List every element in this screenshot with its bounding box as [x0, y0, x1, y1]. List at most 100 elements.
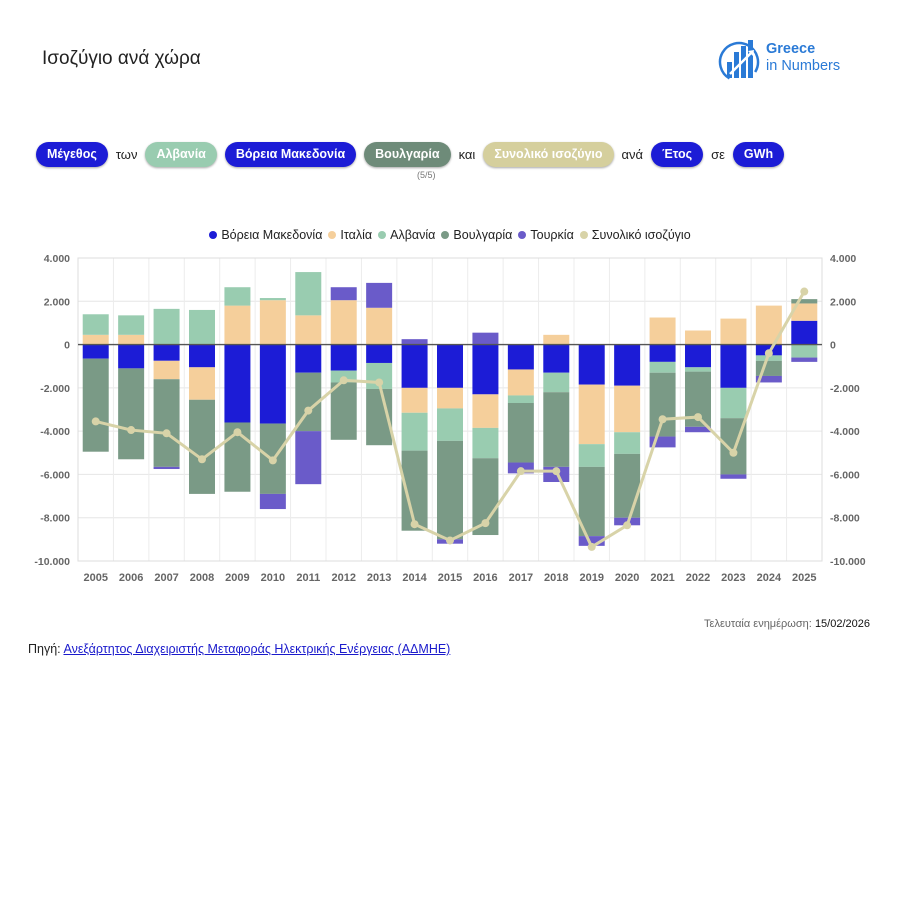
total-balance-point[interactable]: [304, 406, 313, 415]
bar-segment[interactable]: [649, 344, 676, 362]
bar-segment[interactable]: [649, 361, 676, 373]
bar-segment[interactable]: [259, 493, 286, 510]
total-balance-point[interactable]: [481, 519, 490, 528]
total-balance-point[interactable]: [552, 467, 561, 476]
bar-segment[interactable]: [82, 334, 109, 345]
bar-segment[interactable]: [507, 403, 534, 463]
bar-segment[interactable]: [118, 368, 145, 460]
bar-segment[interactable]: [437, 440, 463, 540]
bar-segment[interactable]: [189, 309, 215, 345]
bar-segment[interactable]: [437, 387, 463, 409]
bar-segment[interactable]: [330, 287, 357, 301]
bar-segment[interactable]: [153, 379, 180, 467]
bar-segment[interactable]: [472, 332, 499, 345]
bar-segment[interactable]: [578, 384, 605, 445]
bar-segment[interactable]: [685, 367, 711, 372]
total-balance-point[interactable]: [800, 287, 809, 296]
bar-segment[interactable]: [259, 298, 286, 301]
bar-segment[interactable]: [189, 367, 215, 400]
bar-segment[interactable]: [685, 426, 711, 433]
bar-segment[interactable]: [507, 344, 534, 370]
bar-segment[interactable]: [401, 339, 428, 345]
bar-segment[interactable]: [437, 344, 463, 388]
bar-segment[interactable]: [578, 444, 605, 467]
bar-segment[interactable]: [543, 372, 570, 393]
bar-segment[interactable]: [507, 395, 534, 404]
legend-item[interactable]: Συνολικό ισοζύγιο: [579, 228, 691, 242]
bar-segment[interactable]: [366, 344, 393, 363]
bar-segment[interactable]: [472, 394, 499, 428]
bar-segment[interactable]: [118, 334, 145, 345]
bar-segment[interactable]: [259, 300, 286, 345]
total-balance-point[interactable]: [516, 467, 525, 476]
bar-segment[interactable]: [153, 308, 180, 345]
bar-segment[interactable]: [720, 344, 747, 388]
bar-segment[interactable]: [401, 387, 428, 413]
bar-segment[interactable]: [720, 318, 747, 345]
total-balance-point[interactable]: [587, 542, 596, 551]
bar-segment[interactable]: [543, 344, 570, 373]
bar-segment[interactable]: [295, 272, 322, 316]
total-balance-pill[interactable]: Συνολικό ισοζύγιο: [483, 141, 614, 167]
bar-segment[interactable]: [330, 382, 357, 440]
total-balance-point[interactable]: [91, 417, 100, 426]
bar-segment[interactable]: [118, 315, 145, 335]
total-balance-point[interactable]: [623, 521, 632, 530]
bar-segment[interactable]: [649, 372, 676, 437]
bar-segment[interactable]: [224, 305, 251, 345]
unit-pill[interactable]: GWh: [732, 141, 785, 167]
total-balance-point[interactable]: [198, 455, 206, 464]
total-balance-point[interactable]: [127, 426, 136, 435]
total-balance-point[interactable]: [764, 349, 773, 358]
bar-segment[interactable]: [755, 360, 782, 376]
bar-segment[interactable]: [153, 344, 180, 361]
total-balance-point[interactable]: [375, 378, 384, 387]
bar-segment[interactable]: [295, 315, 322, 345]
bar-segment[interactable]: [685, 330, 711, 345]
bar-segment[interactable]: [578, 536, 605, 546]
total-balance-point[interactable]: [268, 456, 277, 465]
bar-segment[interactable]: [543, 334, 570, 345]
bar-segment[interactable]: [82, 314, 109, 335]
bar-segment[interactable]: [366, 282, 393, 308]
bar-segment[interactable]: [153, 466, 180, 470]
total-balance-point[interactable]: [729, 448, 738, 457]
bar-segment[interactable]: [578, 466, 605, 537]
bar-segment[interactable]: [614, 344, 641, 386]
bar-segment[interactable]: [614, 453, 641, 518]
bar-segment[interactable]: [259, 344, 286, 424]
greece-in-numbers-logo[interactable]: Greece in Numbers: [718, 38, 858, 84]
bar-segment[interactable]: [330, 300, 357, 345]
total-balance-point[interactable]: [162, 429, 171, 438]
legend-item[interactable]: Αλβανία: [378, 228, 435, 242]
bar-segment[interactable]: [118, 344, 145, 369]
country-albania-pill[interactable]: Αλβανία: [145, 141, 217, 167]
bar-segment[interactable]: [755, 355, 782, 361]
bar-segment[interactable]: [720, 387, 747, 419]
source-link[interactable]: Ανεξάρτητος Διαχειριστής Μεταφοράς Ηλεκτ…: [63, 642, 451, 656]
bar-segment[interactable]: [401, 344, 428, 388]
bar-segment[interactable]: [507, 369, 534, 396]
bar-segment[interactable]: [82, 358, 109, 452]
bar-segment[interactable]: [649, 317, 676, 345]
bar-segment[interactable]: [153, 360, 180, 380]
bar-segment[interactable]: [224, 344, 251, 423]
bar-segment[interactable]: [791, 357, 818, 362]
country-north-macedonia-pill[interactable]: Βόρεια Μακεδονία: [224, 141, 357, 167]
legend-item[interactable]: Ιταλία: [328, 228, 372, 242]
country-bulgaria-pill[interactable]: Βουλγαρία: [364, 141, 451, 167]
legend-item[interactable]: Βουλγαρία: [441, 228, 512, 242]
total-balance-point[interactable]: [339, 376, 348, 385]
bar-segment[interactable]: [295, 344, 322, 373]
bar-segment[interactable]: [224, 287, 251, 306]
bar-segment[interactable]: [189, 399, 215, 494]
total-balance-point[interactable]: [694, 413, 702, 422]
period-pill[interactable]: Έτος: [651, 141, 704, 167]
bar-segment[interactable]: [755, 375, 782, 383]
bar-segment[interactable]: [614, 385, 641, 433]
bar-segment[interactable]: [791, 299, 818, 304]
total-balance-point[interactable]: [410, 520, 419, 529]
bar-segment[interactable]: [649, 436, 676, 448]
bar-segment[interactable]: [401, 412, 428, 451]
total-balance-point[interactable]: [658, 415, 667, 424]
